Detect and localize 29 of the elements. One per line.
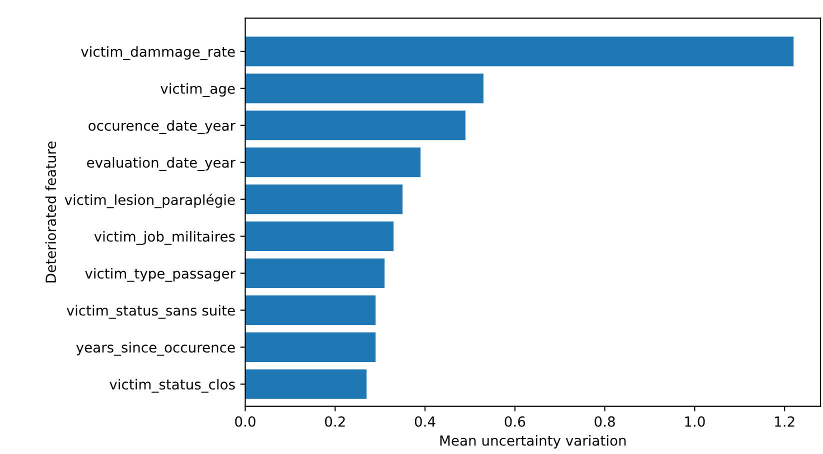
bar [245, 258, 385, 288]
x-tick-label: 0.4 [414, 416, 436, 427]
y-tick-label: victim_lesion_paraplégie [64, 194, 235, 208]
x-tick-label: 0.0 [235, 416, 256, 427]
x-tick-label: 0.2 [325, 416, 345, 427]
bar [245, 184, 403, 214]
bar [245, 332, 376, 362]
y-tick-label: years_since_occurence [76, 342, 235, 356]
bar [245, 74, 484, 104]
y-tick-label: victim_type_passager [85, 268, 236, 282]
bar [245, 36, 794, 66]
y-tick-label: victim_status_sans suite [66, 304, 235, 319]
y-tick-label: occurence_date_year [88, 120, 236, 134]
x-tick-label: 0.6 [504, 416, 526, 427]
x-axis-title: Mean uncertainty variation [440, 435, 626, 448]
y-tick-label: victim_status_clos [110, 378, 235, 393]
x-tick-label: 0.8 [594, 416, 615, 427]
y-tick-label: evaluation_date_year [87, 157, 236, 171]
bar [245, 369, 367, 399]
x-tick-label: 1.0 [685, 416, 705, 427]
bar [245, 295, 376, 325]
y-axis-title: Deteriorated feature [45, 142, 56, 282]
bar [245, 148, 421, 178]
bar [245, 110, 466, 140]
y-tick-label: victim_job_militaires [94, 231, 235, 245]
bar [245, 221, 394, 252]
y-tick-label: victim_dammage_rate [81, 46, 235, 60]
x-tick-label: 1.2 [775, 416, 794, 427]
y-tick-label: victim_age [160, 83, 235, 97]
